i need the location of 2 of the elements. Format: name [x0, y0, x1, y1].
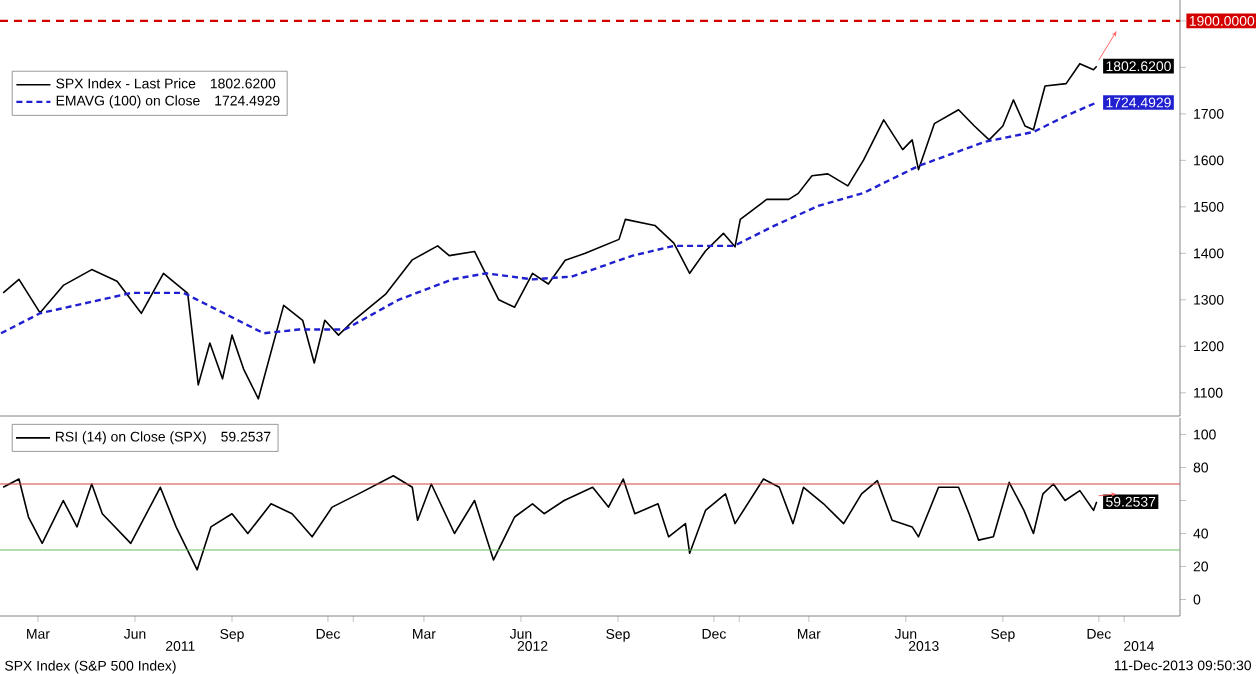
line-series [2, 474, 1098, 571]
line-series [2, 62, 1098, 400]
